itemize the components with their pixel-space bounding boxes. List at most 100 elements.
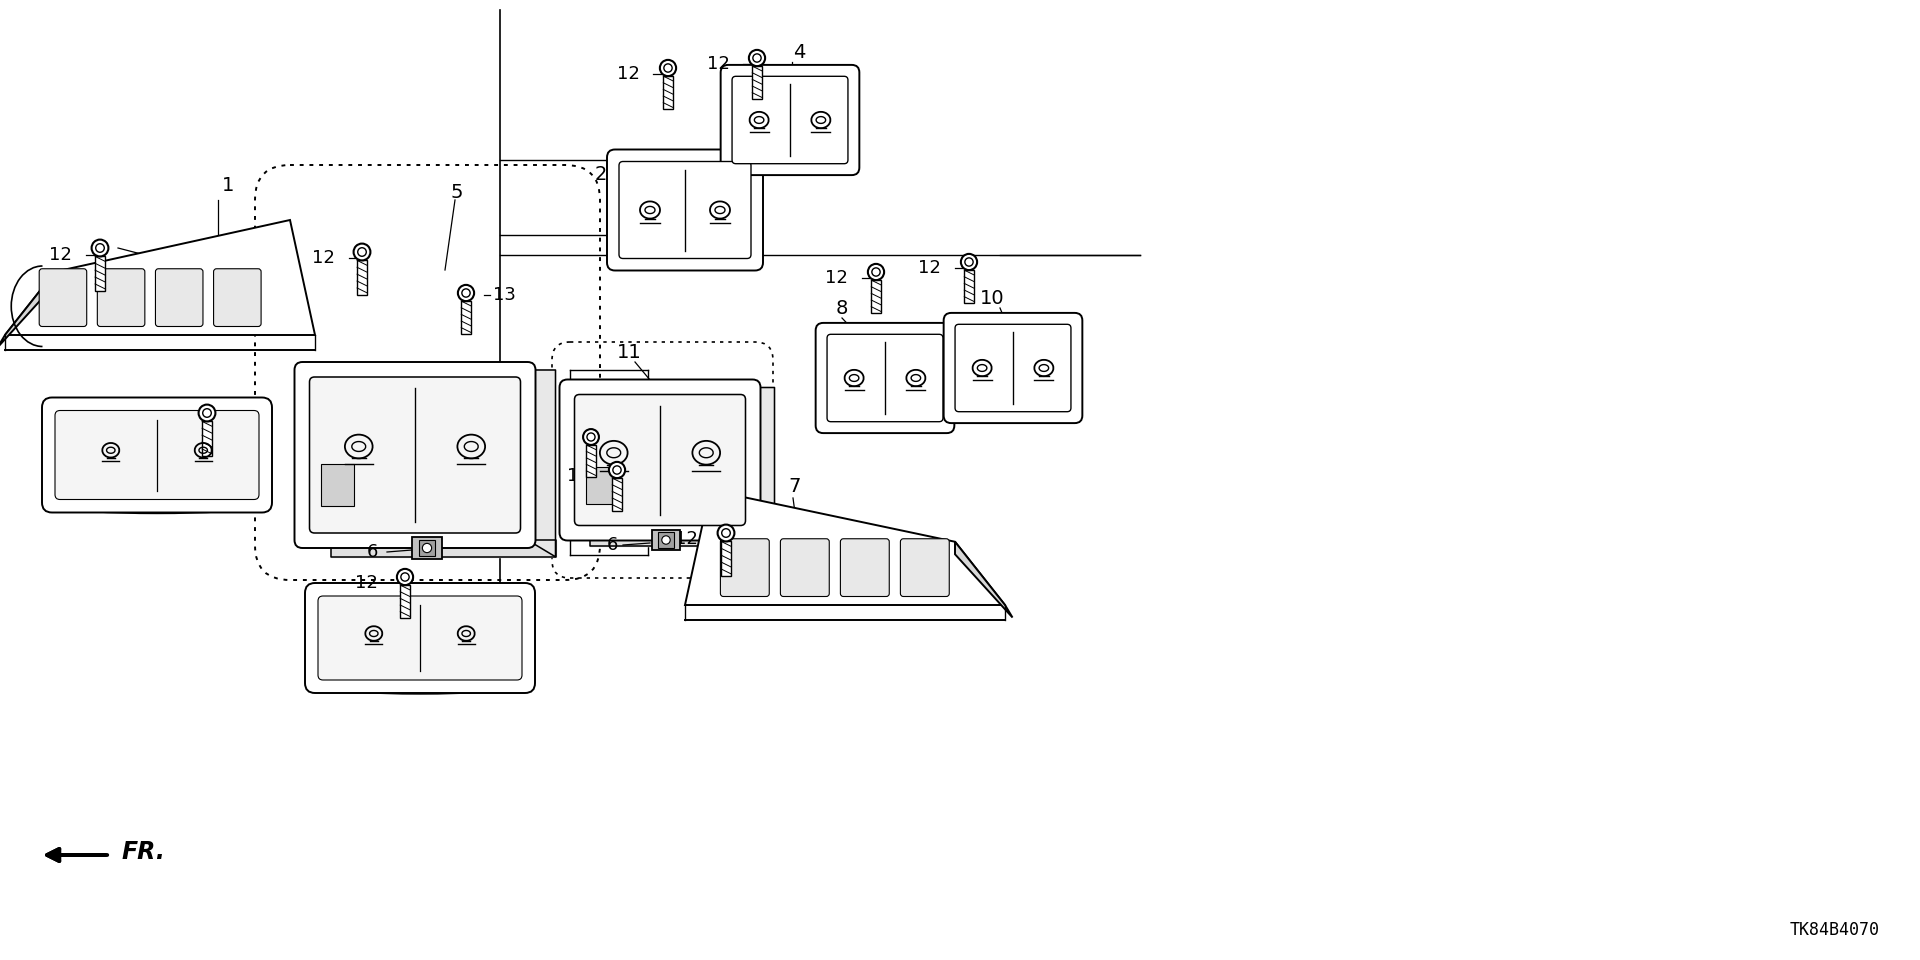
Text: 5: 5 — [449, 182, 463, 202]
Text: 1: 1 — [223, 176, 234, 195]
Text: 12: 12 — [826, 269, 849, 287]
Bar — [653, 530, 680, 550]
Circle shape — [584, 429, 599, 444]
Polygon shape — [528, 370, 555, 557]
Circle shape — [401, 573, 409, 581]
FancyBboxPatch shape — [943, 313, 1083, 423]
Bar — [586, 468, 612, 503]
Circle shape — [96, 244, 104, 252]
Bar — [964, 270, 973, 303]
Circle shape — [660, 60, 676, 76]
FancyBboxPatch shape — [954, 324, 1071, 412]
FancyBboxPatch shape — [156, 269, 204, 326]
Circle shape — [198, 404, 215, 421]
Polygon shape — [685, 490, 1004, 605]
FancyBboxPatch shape — [720, 65, 860, 175]
Bar — [722, 541, 732, 576]
Bar — [753, 66, 762, 99]
FancyBboxPatch shape — [309, 377, 520, 533]
Polygon shape — [330, 540, 555, 557]
Text: 8: 8 — [835, 299, 849, 318]
Text: 6: 6 — [607, 536, 618, 554]
Text: 12: 12 — [676, 530, 699, 548]
Text: 11: 11 — [616, 343, 641, 362]
Bar — [659, 532, 674, 548]
FancyBboxPatch shape — [900, 539, 948, 596]
FancyBboxPatch shape — [720, 539, 770, 596]
FancyBboxPatch shape — [42, 397, 273, 513]
Bar — [321, 464, 355, 506]
Circle shape — [872, 268, 879, 276]
Text: 12: 12 — [50, 246, 73, 264]
Bar — [662, 76, 672, 109]
Circle shape — [960, 253, 977, 270]
Circle shape — [753, 54, 760, 62]
FancyBboxPatch shape — [38, 269, 86, 326]
Text: 12: 12 — [355, 574, 378, 592]
Bar — [202, 421, 211, 456]
Bar — [612, 478, 622, 512]
Circle shape — [353, 244, 371, 260]
Text: 2: 2 — [595, 165, 607, 184]
Text: 10: 10 — [979, 289, 1004, 307]
Bar — [586, 444, 595, 477]
Bar — [96, 256, 106, 291]
Polygon shape — [589, 533, 774, 545]
Circle shape — [722, 529, 730, 538]
FancyBboxPatch shape — [828, 334, 943, 421]
FancyBboxPatch shape — [841, 539, 889, 596]
FancyBboxPatch shape — [574, 395, 745, 525]
Text: 12: 12 — [313, 249, 334, 267]
Circle shape — [718, 524, 735, 541]
Polygon shape — [954, 541, 1012, 617]
Circle shape — [588, 433, 595, 441]
Text: 12: 12 — [707, 55, 730, 73]
FancyBboxPatch shape — [294, 362, 536, 548]
Polygon shape — [0, 272, 56, 348]
Circle shape — [868, 264, 883, 280]
Text: 4: 4 — [793, 42, 804, 61]
Circle shape — [397, 569, 413, 585]
Circle shape — [92, 240, 108, 256]
FancyBboxPatch shape — [319, 596, 522, 680]
FancyBboxPatch shape — [213, 269, 261, 326]
Polygon shape — [753, 388, 774, 545]
Text: 3: 3 — [58, 445, 69, 465]
Text: 13: 13 — [616, 431, 639, 449]
Text: 12: 12 — [918, 259, 941, 277]
Bar — [419, 540, 436, 557]
Circle shape — [457, 285, 474, 301]
Circle shape — [612, 466, 622, 474]
Text: TK84B4070: TK84B4070 — [1789, 921, 1880, 939]
Text: FR.: FR. — [123, 840, 165, 864]
FancyBboxPatch shape — [56, 411, 259, 499]
Text: 6: 6 — [367, 543, 378, 561]
FancyBboxPatch shape — [559, 379, 760, 540]
Circle shape — [357, 248, 367, 256]
Circle shape — [662, 536, 670, 544]
FancyBboxPatch shape — [618, 161, 751, 258]
Circle shape — [609, 462, 626, 478]
FancyBboxPatch shape — [98, 269, 144, 326]
Text: 12: 12 — [566, 467, 589, 485]
Bar — [357, 260, 367, 295]
FancyBboxPatch shape — [780, 539, 829, 596]
Text: 9: 9 — [334, 636, 348, 655]
Circle shape — [966, 258, 973, 266]
Text: 13: 13 — [493, 286, 516, 304]
Polygon shape — [6, 220, 315, 335]
Bar — [461, 301, 470, 334]
FancyBboxPatch shape — [305, 583, 536, 693]
Bar — [399, 585, 409, 618]
Circle shape — [664, 64, 672, 72]
FancyBboxPatch shape — [816, 323, 954, 433]
Bar — [411, 538, 442, 559]
FancyBboxPatch shape — [607, 150, 762, 271]
Text: 12: 12 — [156, 411, 179, 429]
Text: 7: 7 — [787, 477, 801, 496]
FancyBboxPatch shape — [732, 76, 849, 164]
Text: 12: 12 — [616, 65, 639, 83]
Bar — [872, 280, 881, 313]
Circle shape — [204, 409, 211, 418]
Circle shape — [422, 543, 432, 553]
